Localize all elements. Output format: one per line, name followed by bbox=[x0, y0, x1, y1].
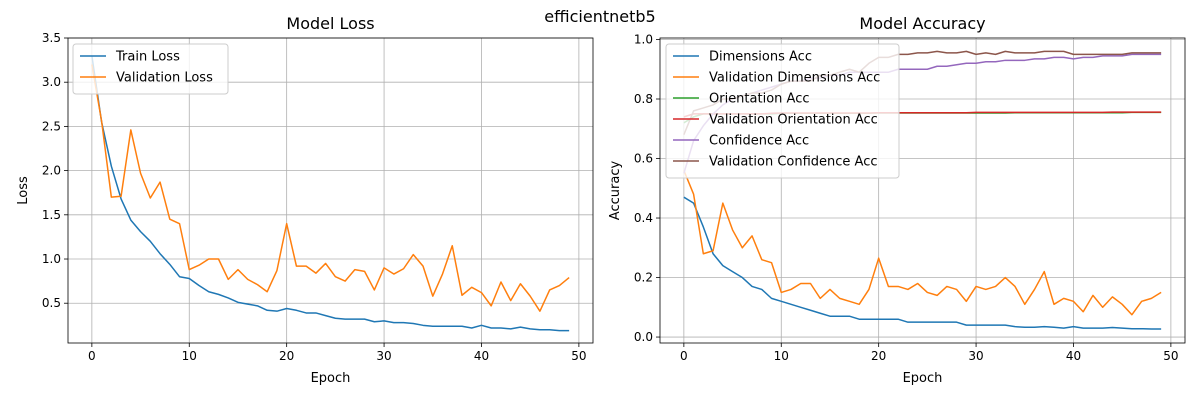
y-tick-label: 0.2 bbox=[634, 271, 653, 285]
y-axis-label: Loss bbox=[16, 176, 31, 205]
legend-entry: Dimensions Acc bbox=[709, 50, 812, 65]
x-tick-label: 10 bbox=[774, 349, 789, 363]
x-tick-label: 0 bbox=[88, 349, 96, 363]
series-line-2 bbox=[683, 170, 1162, 316]
legend-entry: Train Loss bbox=[115, 50, 180, 65]
plot-frame bbox=[67, 37, 594, 344]
y-tick-label: 1.0 bbox=[42, 252, 61, 266]
y-tick-label: 1.0 bbox=[634, 32, 653, 46]
y-tick-label: 0.4 bbox=[634, 211, 653, 225]
legend-entry: Confidence Acc bbox=[709, 134, 809, 149]
x-tick-label: 30 bbox=[376, 349, 391, 363]
figure-suptitle: efficientnetb5 bbox=[544, 7, 655, 26]
x-axis-label: Epoch bbox=[311, 371, 351, 386]
x-tick-label: 10 bbox=[182, 349, 197, 363]
legend-box bbox=[665, 43, 900, 179]
y-tick-label: 2.0 bbox=[42, 164, 61, 178]
y-tick-label: 1.5 bbox=[42, 208, 61, 222]
series-line-2 bbox=[91, 64, 570, 312]
y-tick-label: 0.0 bbox=[634, 330, 653, 344]
y-tick-label: 3.5 bbox=[42, 31, 61, 45]
y-axis-label: Accuracy bbox=[608, 161, 623, 221]
y-tick-label: 2.5 bbox=[42, 119, 61, 133]
accuracy-chart: 0 10 20 30 40 50 0.0 0.2 0.4 0.6 0.8 1.0 Model Accur… bbox=[608, 14, 1186, 386]
x-tick-label: 0 bbox=[680, 349, 688, 363]
x-tick-label: 30 bbox=[968, 349, 983, 363]
x-tick-label: 20 bbox=[871, 349, 886, 363]
x-tick-label: 50 bbox=[1163, 349, 1178, 363]
legend-box bbox=[72, 43, 229, 95]
plot-frame bbox=[659, 37, 1186, 344]
x-tick-label: 20 bbox=[279, 349, 294, 363]
y-tick-label: 0.8 bbox=[634, 92, 653, 106]
y-tick-label: 0.6 bbox=[634, 152, 653, 166]
legend-entry: Validation Dimensions Acc bbox=[709, 71, 880, 86]
x-axis-label: Epoch bbox=[903, 371, 943, 386]
legend-entry: Validation Orientation Acc bbox=[709, 113, 878, 128]
x-tick-label: 40 bbox=[474, 349, 489, 363]
series-line-1 bbox=[683, 196, 1162, 330]
chart-title: Model Loss bbox=[286, 14, 374, 33]
chart-title: Model Accuracy bbox=[859, 14, 985, 33]
x-tick-label: 40 bbox=[1066, 349, 1081, 363]
legend-entry: Validation Loss bbox=[116, 71, 213, 86]
x-tick-label: 50 bbox=[571, 349, 586, 363]
series-line-1 bbox=[91, 55, 570, 332]
legend-entry: Validation Confidence Acc bbox=[709, 155, 878, 170]
y-tick-label: 0.5 bbox=[42, 296, 61, 310]
y-tick-label: 3.0 bbox=[42, 75, 61, 89]
legend-entry: Orientation Acc bbox=[709, 92, 809, 107]
loss-chart: 0 10 20 30 40 50 0.5 1.0 1.5 2.0 2.5 3.0 3.5 Model Lo… bbox=[16, 14, 594, 386]
